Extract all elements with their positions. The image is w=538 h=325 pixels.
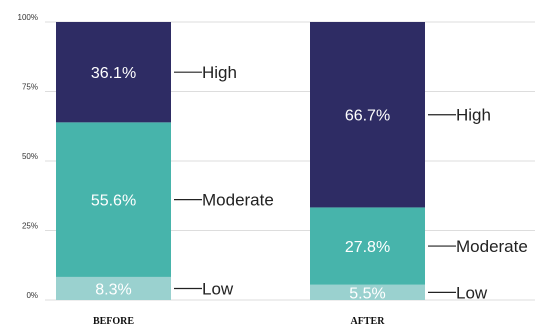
segment-series-label: Low (456, 283, 488, 302)
segment-value-label: 66.7% (345, 108, 390, 125)
y-tick-label: 0% (26, 291, 38, 300)
segment-value-label: 5.5% (349, 285, 385, 302)
segment-value-label: 55.6% (91, 193, 136, 210)
bar-segment (56, 22, 171, 123)
bar-segment (310, 284, 425, 300)
segment-series-label: Low (202, 279, 234, 298)
bar-segment (56, 276, 171, 300)
y-tick-label: 100% (18, 13, 38, 22)
segment-series-label: Moderate (202, 191, 274, 210)
category-label: BEFORE (93, 316, 134, 325)
segment-value-label: 8.3% (95, 281, 131, 298)
segment-series-label: High (202, 63, 237, 82)
segment-value-label: 27.8% (345, 239, 390, 256)
bar-segment (310, 22, 425, 208)
segment-series-label: Moderate (456, 237, 528, 256)
segment-value-label: 36.1% (91, 65, 136, 82)
y-tick-label: 75% (22, 83, 38, 92)
segment-series-label: High (456, 106, 491, 125)
bar-segment (310, 207, 425, 285)
bar-segment (56, 122, 171, 277)
y-tick-label: 50% (22, 152, 38, 161)
category-label: AFTER (351, 316, 386, 325)
y-tick-label: 25% (22, 222, 38, 231)
